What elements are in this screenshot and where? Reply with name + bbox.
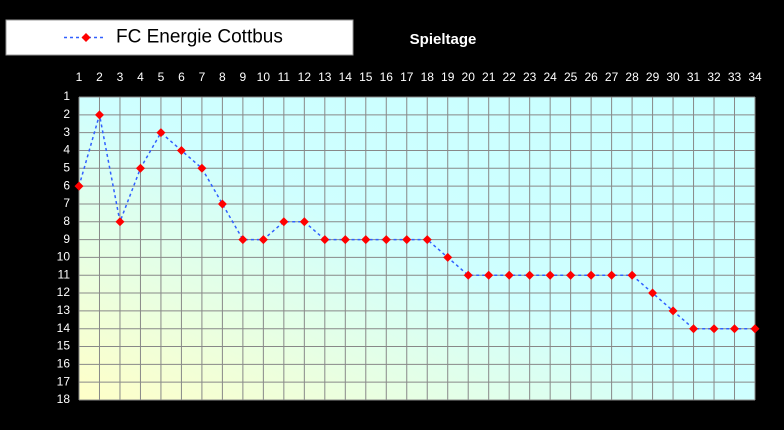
data-point	[115, 217, 125, 227]
data-point	[340, 235, 350, 245]
x-tick-label: 15	[359, 70, 373, 84]
data-point	[730, 324, 740, 334]
x-tick-label: 32	[707, 70, 721, 84]
legend-marker	[81, 33, 91, 42]
x-tick-label: 8	[219, 70, 226, 84]
data-point	[238, 235, 248, 245]
data-point	[422, 235, 432, 245]
data-point	[135, 163, 145, 173]
x-tick-label: 20	[462, 70, 476, 84]
y-tick-label: 18	[57, 392, 71, 406]
data-point	[94, 110, 104, 120]
x-tick-label: 30	[666, 70, 680, 84]
data-point	[279, 217, 289, 227]
data-point	[74, 181, 84, 191]
y-tick-label: 15	[57, 339, 71, 353]
x-tick-label: 5	[158, 70, 165, 84]
data-point	[668, 306, 678, 316]
y-tick-label: 4	[63, 143, 70, 157]
data-point	[607, 270, 617, 280]
y-tick-label: 17	[57, 374, 71, 388]
y-tick-label: 5	[63, 160, 70, 174]
data-point	[709, 324, 719, 334]
data-point	[545, 270, 555, 280]
data-point	[258, 235, 268, 245]
x-tick-label: 24	[543, 70, 557, 84]
data-point	[402, 235, 412, 245]
x-tick-label: 34	[748, 70, 762, 84]
data-point	[156, 128, 166, 138]
data-point	[689, 324, 699, 334]
x-tick-label: 26	[584, 70, 598, 84]
x-tick-label: 2	[96, 70, 103, 84]
y-tick-label: 16	[57, 357, 71, 371]
x-tick-label: 16	[380, 70, 394, 84]
y-tick-label: 2	[63, 107, 70, 121]
legend-label: FC Energie Cottbus	[116, 27, 283, 48]
x-tick-label: 28	[625, 70, 639, 84]
x-tick-label: 4	[137, 70, 144, 84]
x-tick-label: 25	[564, 70, 578, 84]
x-tick-label: 21	[482, 70, 496, 84]
plot-area	[79, 97, 755, 400]
data-point	[586, 270, 596, 280]
y-tick-label: 12	[57, 285, 71, 299]
data-point	[176, 145, 186, 155]
data-point	[443, 252, 453, 262]
data-point	[525, 270, 535, 280]
x-tick-label: 18	[421, 70, 435, 84]
x-tick-label: 1	[76, 70, 83, 84]
x-tick-label: 7	[199, 70, 206, 84]
y-tick-label: 10	[57, 250, 71, 264]
series-line	[78, 114, 755, 330]
y-tick-label: 11	[58, 267, 71, 281]
data-point	[217, 199, 227, 209]
data-point	[566, 270, 576, 280]
x-tick-label: 29	[646, 70, 660, 84]
data-point	[504, 270, 514, 280]
x-tick-label: 17	[400, 70, 414, 84]
data-point	[648, 288, 658, 298]
x-tick-label: 10	[257, 70, 271, 84]
x-tick-label: 31	[687, 70, 701, 84]
y-tick-label: 1	[63, 89, 70, 103]
y-tick-label: 13	[57, 303, 71, 317]
x-tick-label: 3	[117, 70, 124, 84]
y-tick-label: 6	[63, 178, 70, 192]
x-tick-label: 14	[339, 70, 353, 84]
data-point	[320, 235, 330, 245]
data-point	[750, 324, 760, 334]
data-point	[361, 235, 371, 245]
x-tick-label: 12	[298, 70, 312, 84]
data-point	[299, 217, 309, 227]
y-tick-label: 3	[63, 125, 70, 139]
x-tick-label: 11	[278, 70, 291, 84]
y-tick-label: 7	[63, 196, 70, 210]
data-point	[463, 270, 473, 280]
data-point	[627, 270, 637, 280]
y-tick-label: 9	[63, 232, 70, 246]
y-tick-label: 8	[63, 214, 70, 228]
y-tick-label: 14	[57, 321, 71, 335]
x-tick-label: 13	[318, 70, 332, 84]
x-tick-label: 23	[523, 70, 537, 84]
data-point	[197, 163, 207, 173]
x-tick-label: 33	[728, 70, 742, 84]
x-tick-label: 6	[178, 70, 185, 84]
chart-title: Spieltage	[410, 31, 477, 48]
legend-box	[5, 19, 354, 56]
x-tick-label: 22	[503, 70, 517, 84]
data-point	[381, 235, 391, 245]
data-point	[484, 270, 494, 280]
x-tick-label: 27	[605, 70, 619, 84]
x-tick-label: 19	[441, 70, 455, 84]
x-tick-label: 9	[240, 70, 247, 84]
